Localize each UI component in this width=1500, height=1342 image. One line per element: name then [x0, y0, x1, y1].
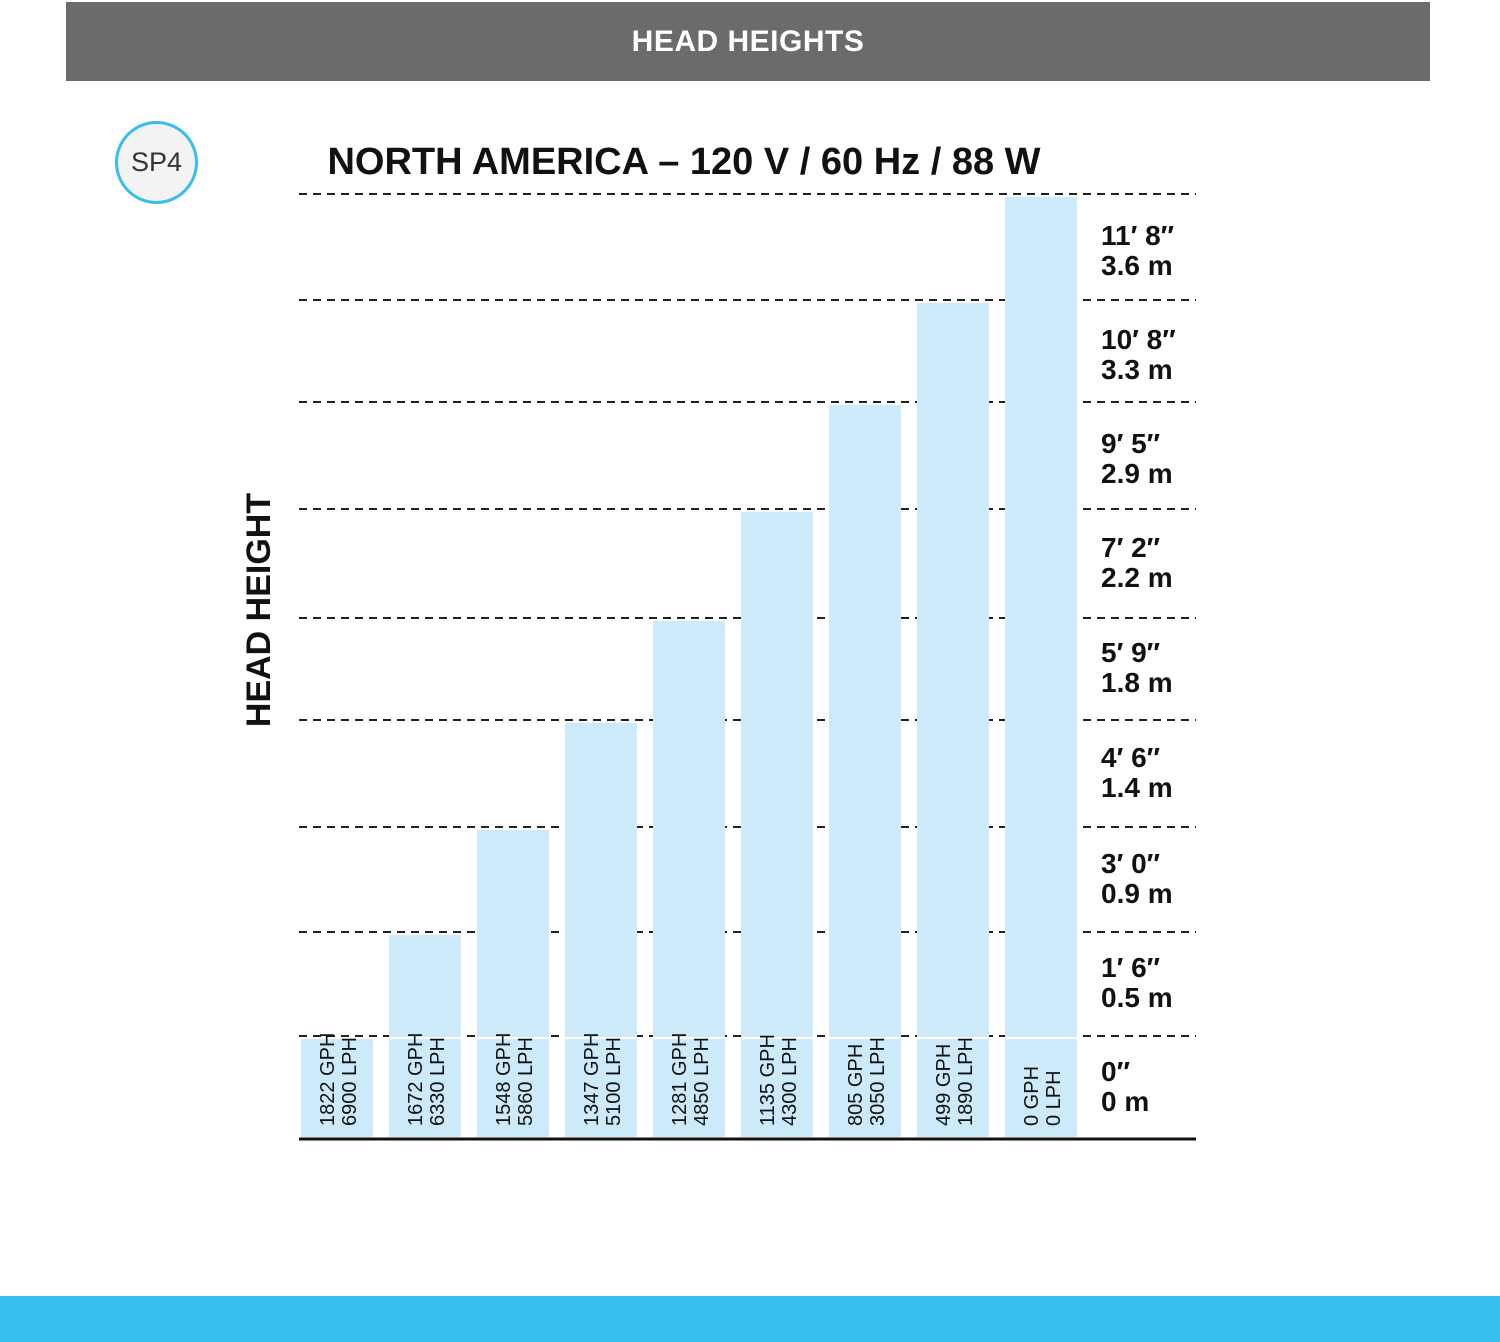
- x-tick-label: 1281 GPH 4850 LPH: [669, 1033, 713, 1126]
- y-axis-label: HEAD HEIGHT: [240, 493, 278, 727]
- bar: [389, 935, 461, 1037]
- footer-bar: [0, 1296, 1500, 1342]
- y-tick-metric: 0.5 m: [1101, 982, 1173, 1013]
- header-bar: HEAD HEIGHTS: [66, 2, 1430, 81]
- x-tick-label: 499 GPH 1890 LPH: [933, 1037, 977, 1126]
- model-badge-label: SP4: [130, 147, 183, 177]
- x-tick-gph: 1822 GPH: [317, 1033, 339, 1126]
- x-label-cell: [917, 1039, 989, 1137]
- bar: [829, 405, 901, 1037]
- bar: [477, 830, 549, 1037]
- x-tick-gph: 1672 GPH: [405, 1033, 427, 1126]
- x-tick-label: 1672 GPH 6330 LPH: [405, 1033, 449, 1126]
- x-label-cell: [653, 1039, 725, 1137]
- x-label-cell: [1005, 1039, 1077, 1137]
- y-tick-metric: 0.9 m: [1101, 878, 1173, 909]
- x-tick-gph: 0 GPH: [1021, 1066, 1043, 1126]
- y-tick-imperial: 4′ 6″: [1101, 742, 1160, 773]
- x-tick-lph: 0 LPH: [1043, 1070, 1065, 1126]
- y-tick-imperial: 9′ 5″: [1101, 428, 1160, 459]
- y-tick-imperial: 1′ 6″: [1101, 952, 1160, 983]
- x-tick-gph: 499 GPH: [933, 1044, 955, 1126]
- y-tick-imperial: 0″: [1101, 1056, 1130, 1087]
- x-tick-label: 0 GPH 0 LPH: [1021, 1066, 1065, 1126]
- y-tick-labels: 0″0 m 1′ 6″0.5 m 3′ 0″0.9 m 4′ 6″1.4 m 5′ 9″…: [1101, 220, 1176, 1117]
- y-tick-imperial: 5′ 9″: [1101, 637, 1160, 668]
- y-tick-metric: 1.8 m: [1101, 667, 1173, 698]
- x-label-cell: [741, 1039, 813, 1137]
- bar: [1005, 197, 1077, 1037]
- y-tick-metric: 3.6 m: [1101, 250, 1173, 281]
- y-tick-imperial: 10′ 8″: [1101, 324, 1176, 355]
- y-tick-metric: 2.9 m: [1101, 458, 1173, 489]
- x-tick-lph: 4300 LPH: [779, 1037, 801, 1126]
- x-tick-label: 1822 GPH 6900 LPH: [317, 1033, 361, 1126]
- x-tick-gph: 805 GPH: [845, 1044, 867, 1126]
- y-tick-metric: 3.3 m: [1101, 354, 1173, 385]
- y-tick-metric: 2.2 m: [1101, 562, 1173, 593]
- x-label-cell: [565, 1039, 637, 1137]
- y-tick-metric: 0 m: [1101, 1086, 1149, 1117]
- chart-title: NORTH AMERICA – 120 V / 60 Hz / 88 W: [327, 141, 1040, 183]
- x-label-cell: [477, 1039, 549, 1137]
- bar: [653, 621, 725, 1037]
- model-badge: SP4: [115, 121, 198, 204]
- x-label-cell: [301, 1039, 373, 1137]
- x-tick-gph: 1347 GPH: [581, 1033, 603, 1126]
- x-tick-lph: 4850 LPH: [691, 1037, 713, 1126]
- bar: [565, 723, 637, 1037]
- x-tick-gph: 1548 GPH: [493, 1033, 515, 1126]
- x-tick-lph: 6330 LPH: [427, 1037, 449, 1126]
- x-label-cell: [829, 1039, 901, 1137]
- x-tick-lph: 3050 LPH: [867, 1037, 889, 1126]
- x-tick-lph: 5100 LPH: [603, 1037, 625, 1126]
- x-tick-gph: 1135 GPH: [757, 1034, 779, 1126]
- x-tick-lph: 6900 LPH: [339, 1037, 361, 1126]
- x-tick-gph: 1281 GPH: [669, 1033, 691, 1126]
- y-tick-imperial: 7′ 2″: [1101, 532, 1160, 563]
- x-tick-labels: 1822 GPH 6900 LPH 1672 GPH 6330 LPH 1548 GPH…: [317, 1033, 1065, 1126]
- x-label-cell: [389, 1039, 461, 1137]
- x-tick-lph: 5860 LPH: [515, 1037, 537, 1126]
- x-tick-label: 1347 GPH 5100 LPH: [581, 1033, 625, 1126]
- page-title: HEAD HEIGHTS: [631, 24, 865, 58]
- x-tick-lph: 1890 LPH: [955, 1037, 977, 1126]
- bar: [917, 303, 989, 1037]
- bar-layer: [301, 197, 1077, 1137]
- x-tick-label: 1135 GPH 4300 LPH: [757, 1034, 801, 1126]
- y-tick-metric: 1.4 m: [1101, 772, 1173, 803]
- y-tick-imperial: 11′ 8″: [1101, 220, 1174, 251]
- x-tick-label: 805 GPH 3050 LPH: [845, 1037, 889, 1126]
- x-tick-label: 1548 GPH 5860 LPH: [493, 1033, 537, 1126]
- bar: [741, 512, 813, 1037]
- y-tick-imperial: 3′ 0″: [1101, 848, 1160, 879]
